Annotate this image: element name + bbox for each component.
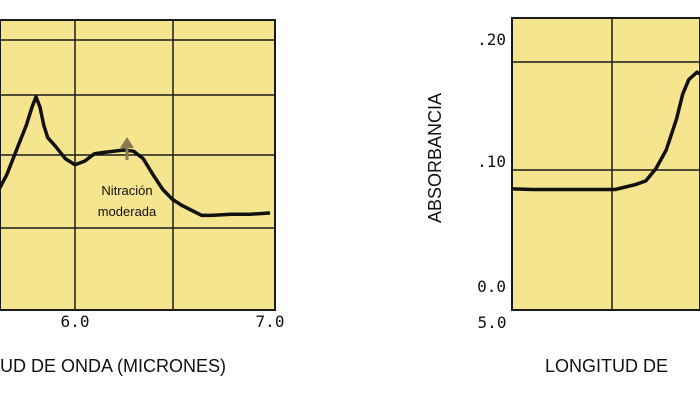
right-y-axis-label: ABSORBANCIA — [425, 93, 445, 223]
right-y-tick-label: .10 — [477, 152, 506, 171]
right-x-tick-label: 5.0 — [478, 313, 507, 332]
right-y-tick-label: .20 — [477, 30, 506, 49]
right-gridlines — [512, 18, 700, 310]
left-chart: Nitración moderada 6.0 7.0 UD DE ONDA (M… — [0, 19, 285, 376]
annotation-arrow — [120, 137, 134, 160]
left-x-axis-label: UD DE ONDA (MICRONES) — [0, 356, 226, 376]
annotation-arrow-head — [120, 137, 134, 148]
right-y-tick-label: 0.0 — [477, 277, 506, 296]
left-absorbance-trace — [0, 95, 271, 218]
left-x-tick-label: 6.0 — [61, 312, 90, 331]
left-x-tick-label: 7.0 — [256, 312, 285, 331]
annotation-label-line1: Nitración — [101, 183, 152, 198]
right-x-axis-label: LONGITUD DE — [545, 356, 668, 376]
right-absorbance-trace — [512, 70, 700, 192]
left-plot-area — [0, 19, 276, 311]
right-plot-area — [511, 17, 700, 311]
annotation-label-line2: moderada — [98, 204, 157, 219]
right-chart: .20 .10 0.0 5.0 ABSORBANCIA LONGITUD DE — [425, 17, 700, 376]
